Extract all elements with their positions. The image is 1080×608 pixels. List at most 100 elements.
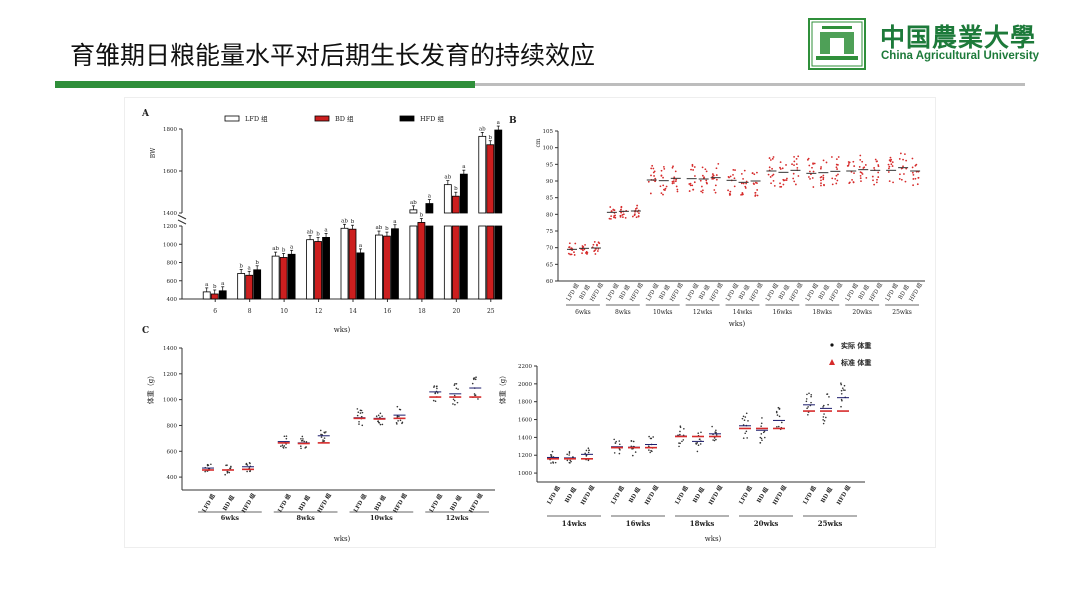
point-c bbox=[361, 411, 364, 414]
point-d bbox=[619, 449, 621, 451]
point-d bbox=[775, 410, 778, 413]
point-b bbox=[779, 186, 782, 188]
logo-chinese-name: 中国農業大學 bbox=[880, 23, 1037, 52]
point-c bbox=[361, 424, 364, 427]
sig-letter-a: a bbox=[359, 243, 363, 249]
point-b bbox=[614, 216, 617, 219]
point-b bbox=[917, 176, 920, 179]
point-b bbox=[831, 177, 834, 180]
week-label-b: 20wks bbox=[852, 309, 872, 316]
point-b bbox=[891, 165, 894, 167]
point-b bbox=[597, 241, 600, 244]
point-b bbox=[701, 174, 704, 177]
point-b bbox=[835, 174, 838, 177]
point-b bbox=[633, 214, 636, 217]
sig-letter-a: b bbox=[255, 260, 259, 266]
point-c bbox=[474, 378, 477, 381]
bar-a bbox=[451, 195, 460, 214]
point-b bbox=[729, 190, 732, 193]
point-b bbox=[792, 177, 795, 180]
point-b bbox=[877, 164, 880, 166]
point-c bbox=[379, 416, 381, 419]
point-d bbox=[810, 395, 812, 398]
point-b bbox=[756, 171, 758, 174]
point-c bbox=[300, 447, 302, 450]
sig-letter-a: ab bbox=[479, 126, 486, 132]
sig-letter-a: ab bbox=[444, 175, 451, 181]
point-d bbox=[822, 422, 825, 425]
point-c bbox=[456, 401, 459, 404]
point-b bbox=[915, 163, 918, 166]
tick-label-b-y: 85 bbox=[546, 196, 553, 202]
point-b bbox=[812, 186, 815, 188]
point-d bbox=[828, 396, 830, 398]
point-b bbox=[873, 183, 876, 186]
point-b bbox=[664, 187, 667, 190]
point-b bbox=[662, 176, 664, 179]
point-c bbox=[302, 438, 304, 440]
point-d bbox=[744, 416, 747, 418]
point-b bbox=[767, 173, 770, 176]
point-b bbox=[820, 184, 822, 187]
point-c bbox=[299, 445, 302, 448]
group-label-c: LFD 组 bbox=[276, 492, 293, 514]
point-c bbox=[379, 423, 382, 426]
sig-letter-a: b bbox=[213, 284, 217, 290]
bar-a bbox=[478, 225, 487, 300]
point-b bbox=[751, 172, 754, 174]
point-b bbox=[820, 179, 822, 182]
tick-label-a-x: 16 bbox=[384, 308, 392, 315]
point-b bbox=[620, 211, 623, 214]
point-d bbox=[584, 452, 586, 455]
legend-swatch-a-2 bbox=[399, 115, 415, 122]
point-b bbox=[635, 216, 638, 219]
point-b bbox=[859, 171, 862, 173]
bar-a bbox=[486, 225, 495, 300]
point-b bbox=[567, 252, 570, 255]
group-label-d: BD 组 bbox=[691, 485, 707, 504]
legend-label-actual: 实际 体重 bbox=[841, 341, 871, 350]
point-d bbox=[649, 451, 651, 454]
tick-label-d-y: 1200 bbox=[518, 453, 532, 459]
point-d bbox=[649, 437, 652, 440]
point-b bbox=[822, 174, 825, 177]
point-d bbox=[805, 400, 808, 403]
sig-letter-a: b bbox=[316, 232, 320, 238]
point-b bbox=[772, 179, 775, 182]
tick-label-a-x: 20 bbox=[453, 308, 461, 315]
point-d bbox=[700, 431, 702, 434]
point-b bbox=[745, 182, 748, 185]
week-label-b: 14wks bbox=[733, 309, 753, 316]
point-b bbox=[691, 184, 694, 187]
point-c bbox=[434, 400, 437, 403]
point-b bbox=[717, 162, 720, 165]
point-d bbox=[551, 450, 554, 453]
sig-letter-a: b bbox=[420, 212, 424, 218]
point-d bbox=[761, 417, 763, 419]
point-b bbox=[662, 165, 665, 168]
week-label-d: 14wks bbox=[562, 519, 587, 528]
point-b bbox=[596, 243, 598, 246]
point-b bbox=[728, 192, 731, 195]
bar-a bbox=[409, 209, 418, 214]
point-b bbox=[711, 173, 714, 175]
point-d bbox=[696, 450, 699, 453]
point-b bbox=[859, 154, 862, 157]
point-b bbox=[846, 165, 849, 167]
point-b bbox=[621, 214, 624, 216]
point-b bbox=[916, 183, 919, 186]
point-b bbox=[877, 171, 880, 174]
point-d bbox=[778, 415, 781, 418]
point-b bbox=[872, 179, 874, 182]
point-d bbox=[566, 459, 569, 462]
tick-label-a-x: 6 bbox=[213, 308, 217, 315]
bar-a bbox=[417, 222, 426, 300]
group-label-d: HFD 组 bbox=[770, 483, 788, 506]
group-label-b: LFD 组 bbox=[564, 281, 581, 302]
point-b bbox=[619, 214, 622, 217]
bar-a bbox=[391, 228, 399, 300]
point-b bbox=[594, 253, 597, 255]
point-d bbox=[678, 442, 680, 444]
point-d bbox=[569, 459, 572, 462]
point-d bbox=[843, 384, 846, 387]
